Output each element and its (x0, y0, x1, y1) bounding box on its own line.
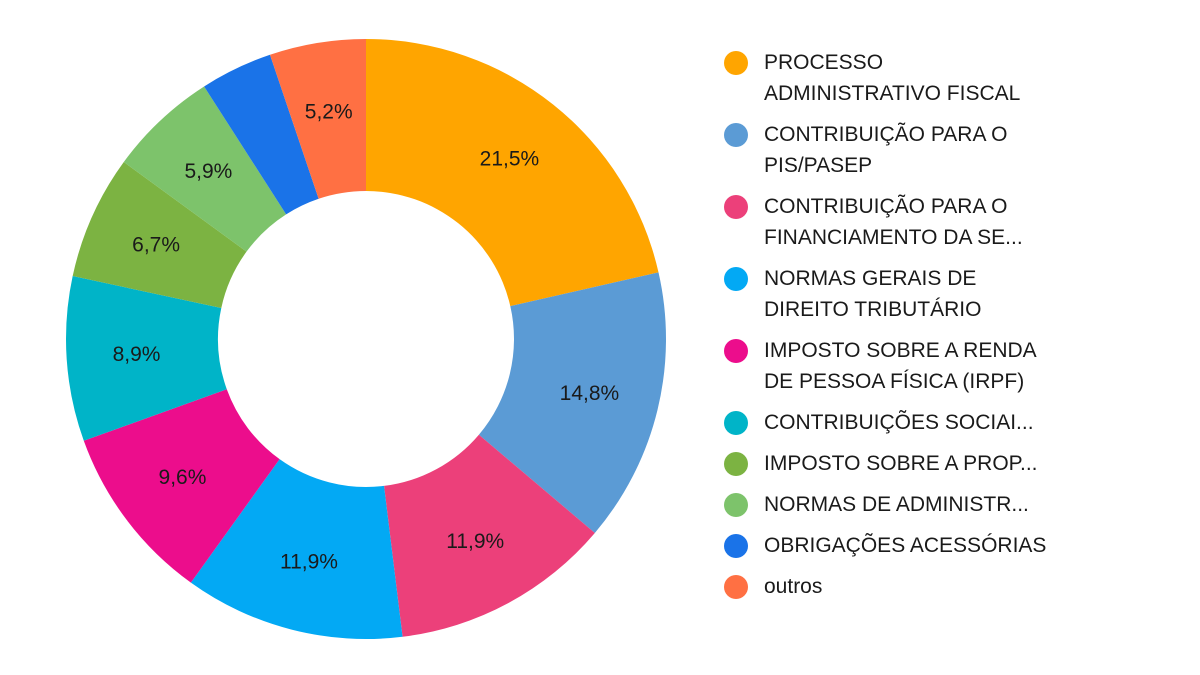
slice-label-0: 21,5% (480, 148, 540, 171)
legend-label: outros (764, 575, 823, 598)
legend-item-2[interactable]: CONTRIBUIÇÃO PARA O FINANCIAMENTO DA SE..… (722, 191, 1182, 253)
donut-chart: 21,5% 14,8% 11,9% 11,9% 9,6% 8,9% 6,7% 5,9% 5,2% (65, 39, 667, 639)
legend-label: NORMAS GERAIS DE DIREITO TRIBUTÁRIO (764, 267, 982, 321)
legend-swatch-icon (724, 195, 748, 219)
slice-7[interactable] (123, 86, 287, 252)
legend-item-0[interactable]: PROCESSO ADMINISTRATIVO FISCAL (722, 47, 1182, 109)
slice-3[interactable] (190, 459, 403, 639)
legend-label: NORMAS DE ADMINISTR... (764, 493, 1029, 516)
slice-4[interactable] (83, 389, 280, 583)
slice-label-7: 5,9% (184, 160, 232, 183)
legend-swatch-icon (724, 339, 748, 363)
slice-0[interactable] (366, 39, 659, 307)
slice-label-2: 11,9% (446, 530, 504, 553)
legend-item-5[interactable]: CONTRIBUIÇÕES SOCIAI... (722, 407, 1182, 438)
donut-slices (65, 39, 667, 639)
legend-swatch-icon (724, 452, 748, 476)
chart-legend: PROCESSO ADMINISTRATIVO FISCAL CONTRIBUIÇÃ… (722, 47, 1182, 612)
legend-swatch-icon (724, 534, 748, 558)
legend-swatch-icon (724, 575, 748, 599)
legend-item-3[interactable]: NORMAS GERAIS DE DIREITO TRIBUTÁRIO (722, 263, 1182, 325)
legend-swatch-icon (724, 51, 748, 75)
slice-8[interactable] (204, 54, 319, 215)
slice-1[interactable] (478, 272, 667, 533)
legend-swatch-icon (724, 493, 748, 517)
legend-label: PROCESSO ADMINISTRATIVO FISCAL (764, 51, 1021, 105)
legend-item-1[interactable]: CONTRIBUIÇÃO PARA O PIS/PASEP (722, 119, 1182, 181)
legend-swatch-icon (724, 123, 748, 147)
slice-labels: 21,5% 14,8% 11,9% 11,9% 9,6% 8,9% 6,7% 5,9% 5,2% (113, 101, 620, 574)
legend-label: CONTRIBUIÇÕES SOCIAI... (764, 411, 1034, 434)
slice-6[interactable] (72, 161, 247, 308)
slice-label-9: 5,2% (305, 101, 353, 124)
slice-label-3: 11,9% (280, 550, 338, 573)
legend-item-6[interactable]: IMPOSTO SOBRE A PROP... (722, 448, 1182, 479)
legend-swatch-icon (724, 411, 748, 435)
slice-9[interactable] (269, 39, 366, 199)
legend-item-8[interactable]: OBRIGAÇÕES ACESSÓRIAS (722, 530, 1182, 561)
legend-label: IMPOSTO SOBRE A RENDA DE PESSOA FÍSICA (I… (764, 339, 1037, 393)
legend-item-9[interactable]: outros (722, 571, 1182, 602)
legend-item-7[interactable]: NORMAS DE ADMINISTR... (722, 489, 1182, 520)
legend-label: CONTRIBUIÇÃO PARA O PIS/PASEP (764, 123, 1008, 177)
legend-label: IMPOSTO SOBRE A PROP... (764, 452, 1038, 475)
slice-label-5: 8,9% (113, 343, 161, 366)
slice-label-6: 6,7% (132, 233, 180, 256)
legend-label: OBRIGAÇÕES ACESSÓRIAS (764, 534, 1047, 557)
slice-5[interactable] (65, 276, 227, 441)
slice-label-4: 9,6% (159, 466, 207, 489)
legend-label: CONTRIBUIÇÃO PARA O FINANCIAMENTO DA SE..… (764, 195, 1023, 249)
legend-swatch-icon (724, 267, 748, 291)
legend-item-4[interactable]: IMPOSTO SOBRE A RENDA DE PESSOA FÍSICA (I… (722, 335, 1182, 397)
slice-label-1: 14,8% (560, 382, 620, 405)
slice-2[interactable] (384, 434, 595, 637)
